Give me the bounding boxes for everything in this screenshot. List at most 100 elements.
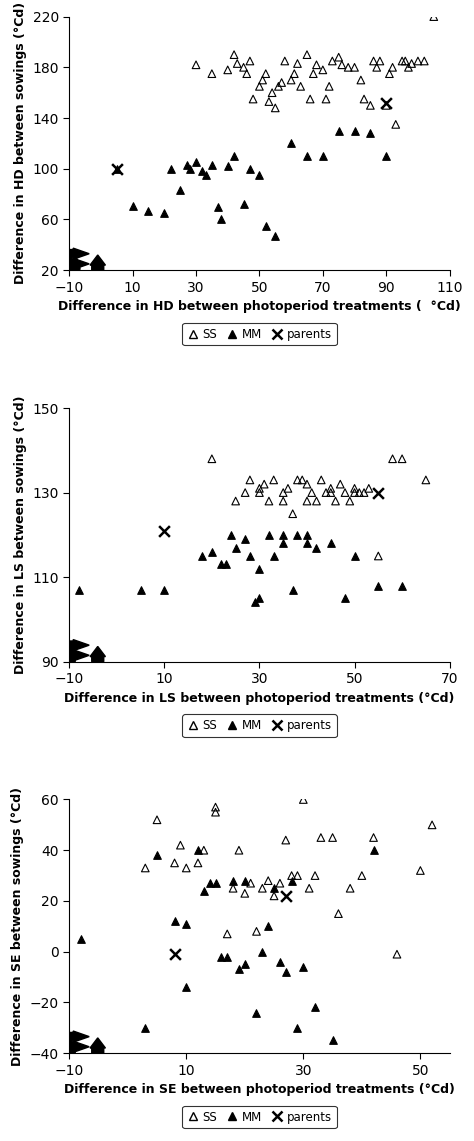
Point: [346, 879, 354, 897]
Point: [289, 581, 297, 599]
Point: [255, 165, 263, 184]
Y-axis label: Difference in SE between sowings (°Cd): Difference in SE between sowings (°Cd): [11, 787, 24, 1066]
Point: [240, 58, 247, 76]
Point: [194, 853, 202, 872]
Point: [176, 181, 184, 200]
Point: [327, 484, 335, 502]
Point: [303, 46, 311, 64]
Point: [383, 94, 390, 112]
Point: [313, 492, 320, 510]
Point: [351, 58, 358, 76]
Point: [246, 547, 254, 565]
Point: [329, 828, 337, 847]
Point: [279, 492, 287, 510]
Point: [182, 156, 190, 175]
Point: [303, 147, 311, 165]
Point: [389, 58, 396, 76]
Point: [265, 92, 273, 111]
Point: [223, 948, 231, 966]
Point: [218, 556, 225, 574]
Point: [113, 160, 120, 178]
Point: [262, 65, 270, 83]
Point: [255, 559, 263, 577]
Point: [270, 879, 278, 897]
Point: [182, 915, 190, 933]
Point: [335, 48, 343, 66]
Point: [240, 195, 247, 213]
Point: [233, 55, 241, 73]
Point: [398, 450, 406, 468]
Point: [303, 534, 311, 552]
FancyArrow shape: [69, 248, 89, 259]
Point: [230, 46, 238, 64]
Point: [338, 56, 346, 74]
Point: [358, 866, 365, 884]
Point: [294, 55, 301, 73]
Point: [243, 65, 251, 83]
Point: [161, 521, 168, 540]
Y-axis label: Difference in LS between sowings (°Cd): Difference in LS between sowings (°Cd): [14, 396, 27, 674]
Point: [282, 831, 290, 849]
Point: [370, 828, 377, 847]
Point: [142, 1019, 149, 1037]
Point: [322, 484, 330, 502]
Point: [389, 450, 396, 468]
Point: [276, 953, 284, 971]
Point: [287, 71, 295, 89]
Point: [308, 484, 316, 502]
Point: [260, 475, 268, 493]
Point: [241, 529, 249, 548]
Point: [218, 948, 225, 966]
Point: [229, 872, 237, 890]
Point: [414, 51, 422, 70]
Point: [345, 58, 352, 76]
Y-axis label: Difference in HD between sowings (°Cd): Difference in HD between sowings (°Cd): [14, 2, 27, 284]
Point: [249, 90, 257, 108]
Point: [365, 479, 373, 497]
Point: [227, 526, 235, 544]
Point: [246, 471, 254, 489]
Point: [113, 160, 120, 178]
Point: [200, 882, 208, 900]
Point: [373, 58, 381, 76]
Point: [192, 153, 200, 171]
Point: [208, 543, 216, 561]
Point: [75, 581, 82, 599]
Point: [294, 866, 301, 884]
Point: [253, 922, 260, 940]
FancyArrow shape: [69, 1031, 89, 1042]
Point: [393, 945, 401, 963]
Point: [276, 874, 284, 892]
Point: [161, 581, 168, 599]
Point: [329, 1031, 337, 1050]
Point: [272, 99, 279, 118]
Point: [274, 78, 282, 96]
FancyArrow shape: [62, 647, 77, 662]
Point: [212, 803, 219, 822]
Point: [408, 55, 415, 73]
Point: [360, 90, 368, 108]
Point: [300, 791, 307, 809]
Point: [186, 160, 193, 178]
Point: [294, 526, 301, 544]
Point: [212, 798, 219, 816]
Point: [428, 816, 436, 834]
Point: [241, 484, 249, 502]
Point: [222, 556, 230, 574]
Point: [199, 547, 206, 565]
Point: [303, 526, 311, 544]
Point: [224, 60, 231, 79]
Point: [332, 492, 339, 510]
Point: [376, 51, 383, 70]
Point: [351, 122, 358, 140]
Point: [319, 147, 327, 165]
Point: [199, 162, 206, 180]
Legend: SS, MM, parents: SS, MM, parents: [182, 1106, 337, 1128]
Point: [398, 576, 406, 594]
Point: [327, 534, 335, 552]
Legend: SS, MM, parents: SS, MM, parents: [182, 323, 337, 346]
Point: [279, 534, 287, 552]
Point: [246, 51, 254, 70]
Point: [171, 945, 178, 963]
FancyArrow shape: [62, 1038, 77, 1053]
